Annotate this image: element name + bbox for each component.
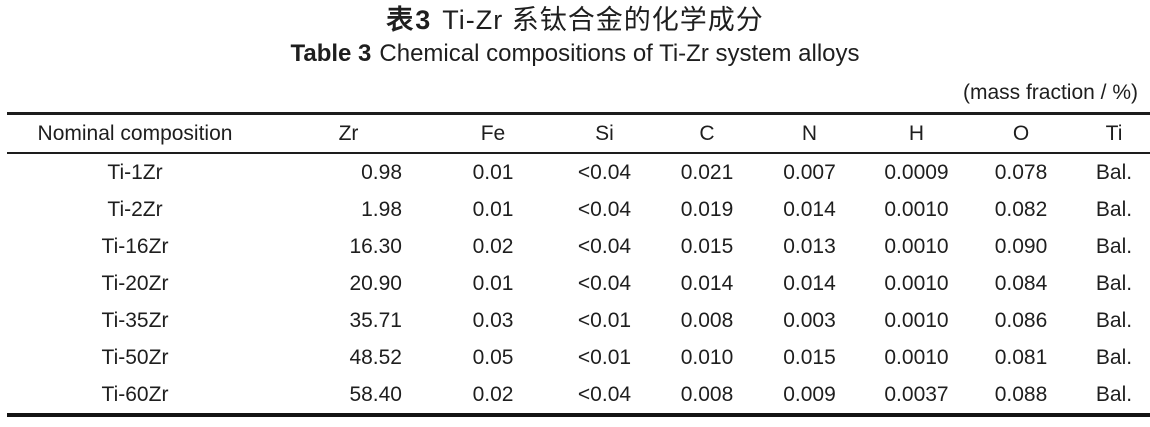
cell-fe: 0.01 xyxy=(472,197,514,221)
table-caption-zh: 表3 Ti-Zr 系钛合金的化学成分 xyxy=(0,0,1150,36)
cell-ti: Bal. xyxy=(1095,234,1133,258)
cell-c: 0.014 xyxy=(680,271,734,295)
cell-zr: 58.40 xyxy=(349,382,402,406)
composition-table: Nominal composition Zr Fe Si C N H O Ti … xyxy=(7,112,1150,417)
cell-si: <0.01 xyxy=(577,345,632,369)
table-caption-en-label: Table 3 xyxy=(290,40,372,67)
cell-si: <0.04 xyxy=(577,197,632,221)
cell-o: 0.082 xyxy=(994,197,1048,221)
cell-si: <0.04 xyxy=(577,234,632,258)
cell-nominal-composition: Ti-20Zr xyxy=(101,271,169,295)
cell-nominal-composition: Ti-2Zr xyxy=(107,197,163,221)
cell-ti: Bal. xyxy=(1095,308,1133,332)
cell-ti: Bal. xyxy=(1095,382,1133,406)
cell-zr: 16.30 xyxy=(349,234,402,258)
cell-n: 0.009 xyxy=(783,382,836,406)
cell-nominal-composition: Ti-1Zr xyxy=(107,160,163,184)
cell-zr: 35.71 xyxy=(349,308,402,332)
cell-si: <0.04 xyxy=(577,271,632,295)
cell-fe: 0.01 xyxy=(472,271,514,295)
cell-h: 0.0010 xyxy=(884,234,949,258)
cell-fe: 0.05 xyxy=(472,345,514,369)
cell-ti: Bal. xyxy=(1095,271,1133,295)
cell-c: 0.008 xyxy=(680,382,734,406)
cell-o: 0.084 xyxy=(994,271,1048,295)
cell-si: <0.04 xyxy=(577,160,632,184)
cell-nominal-composition: Ti-16Zr xyxy=(101,234,169,258)
col-header-si: Si xyxy=(552,113,657,154)
cell-zr: 0.98 xyxy=(361,160,402,184)
table-row: Ti-60Zr 58.40 0.02 <0.04 0.008 0.009 0.0037 0.0… xyxy=(7,376,1150,415)
table-row: Ti-1Zr 0.98 0.01 <0.04 0.021 0.007 0.0009 0.078… xyxy=(7,153,1150,191)
col-header-fe: Fe xyxy=(434,113,552,154)
table-body: Ti-1Zr 0.98 0.01 <0.04 0.021 0.007 0.0009 0.078… xyxy=(7,153,1150,415)
cell-o: 0.078 xyxy=(994,160,1048,184)
cell-h: 0.0010 xyxy=(884,271,949,295)
col-header-nominal-composition: Nominal composition xyxy=(7,113,263,154)
table-caption-zh-label: 表3 xyxy=(386,5,433,35)
cell-n: 0.013 xyxy=(783,234,836,258)
cell-o: 0.081 xyxy=(994,345,1048,369)
cell-fe: 0.01 xyxy=(472,160,514,184)
cell-o: 0.090 xyxy=(994,234,1048,258)
cell-h: 0.0010 xyxy=(884,345,949,369)
cell-fe: 0.02 xyxy=(472,382,514,406)
cell-ti: Bal. xyxy=(1095,197,1133,221)
cell-c: 0.010 xyxy=(680,345,734,369)
cell-nominal-composition: Ti-60Zr xyxy=(101,382,169,406)
cell-ti: Bal. xyxy=(1095,345,1133,369)
cell-si: <0.01 xyxy=(577,308,632,332)
col-header-o: O xyxy=(971,113,1071,154)
col-header-zr: Zr xyxy=(263,113,434,154)
col-header-ti: Ti xyxy=(1071,113,1150,154)
cell-zr: 20.90 xyxy=(349,271,402,295)
cell-nominal-composition: Ti-50Zr xyxy=(101,345,169,369)
cell-n: 0.014 xyxy=(783,271,836,295)
table-caption-en: Table 3 Chemical compositions of Ti-Zr sy… xyxy=(0,40,1150,68)
cell-o: 0.086 xyxy=(994,308,1048,332)
cell-n: 0.015 xyxy=(783,345,836,369)
cell-h: 0.0010 xyxy=(884,308,949,332)
cell-n: 0.007 xyxy=(783,160,836,184)
cell-c: 0.015 xyxy=(680,234,734,258)
table-caption-zh-text: Ti-Zr 系钛合金的化学成分 xyxy=(442,5,764,35)
cell-si: <0.04 xyxy=(577,382,632,406)
table-row: Ti-35Zr 35.71 0.03 <0.01 0.008 0.003 0.0010 0.0… xyxy=(7,302,1150,339)
cell-ti: Bal. xyxy=(1095,160,1133,184)
cell-h: 0.0037 xyxy=(884,382,949,406)
cell-c: 0.008 xyxy=(680,308,734,332)
cell-zr: 1.98 xyxy=(361,197,402,221)
table-row: Ti-50Zr 48.52 0.05 <0.01 0.010 0.015 0.0010 0.0… xyxy=(7,339,1150,376)
cell-c: 0.021 xyxy=(680,160,734,184)
cell-o: 0.088 xyxy=(994,382,1048,406)
table-row: Ti-2Zr 1.98 0.01 <0.04 0.019 0.014 0.0010 0.082… xyxy=(7,191,1150,228)
table-row: Ti-16Zr 16.30 0.02 <0.04 0.015 0.013 0.0010 0.0… xyxy=(7,228,1150,265)
col-header-h: H xyxy=(862,113,971,154)
table-row: Ti-20Zr 20.90 0.01 <0.04 0.014 0.014 0.0010 0.0… xyxy=(7,265,1150,302)
cell-h: 0.0009 xyxy=(884,160,949,184)
col-header-c: C xyxy=(657,113,757,154)
unit-note: (mass fraction / %) xyxy=(962,81,1138,104)
cell-zr: 48.52 xyxy=(349,345,402,369)
cell-n: 0.014 xyxy=(783,197,836,221)
cell-n: 0.003 xyxy=(783,308,836,332)
table-header-row: Nominal composition Zr Fe Si C N H O Ti xyxy=(7,113,1150,154)
col-header-n: N xyxy=(757,113,862,154)
cell-nominal-composition: Ti-35Zr xyxy=(101,308,169,332)
cell-c: 0.019 xyxy=(680,197,734,221)
cell-fe: 0.03 xyxy=(472,308,514,332)
table-caption-en-text: Chemical compositions of Ti-Zr system al… xyxy=(379,40,860,67)
cell-fe: 0.02 xyxy=(472,234,514,258)
cell-h: 0.0010 xyxy=(884,197,949,221)
